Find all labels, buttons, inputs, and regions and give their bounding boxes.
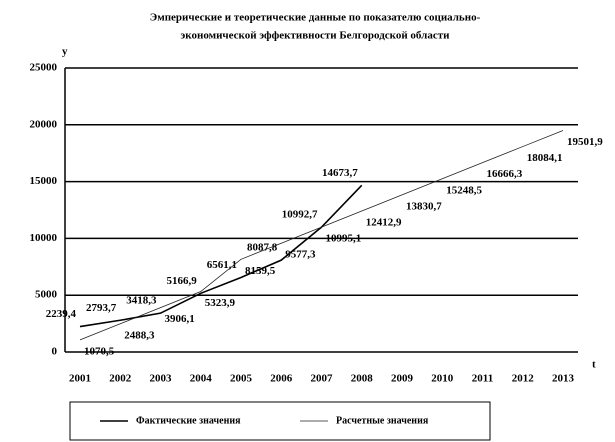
- x-tick-label: 2007: [311, 373, 334, 385]
- x-tick-label: 2006: [270, 373, 293, 385]
- x-tick-label: 2011: [472, 373, 493, 385]
- x-tick-label: 2012: [512, 373, 535, 385]
- y-tick-label: 10000: [30, 232, 58, 244]
- series-line: [79, 184, 363, 328]
- data-label: 15248,5: [446, 184, 482, 196]
- chart-title-continuation: экономической эффективности Белгородской…: [181, 30, 451, 42]
- x-axis-label: t: [592, 359, 596, 371]
- y-axis-label: у: [62, 46, 68, 58]
- x-tick-label: 2009: [391, 373, 414, 385]
- y-tick-label: 25000: [30, 62, 58, 74]
- data-label: 2793,7: [86, 302, 117, 314]
- data-label: 5323,9: [205, 297, 236, 309]
- data-label: 12412,9: [366, 217, 402, 229]
- y-tick-label: 20000: [30, 118, 58, 130]
- x-tick-label: 2004: [190, 373, 213, 385]
- x-tick-label: 2005: [230, 373, 253, 385]
- data-label: 8159,5: [245, 265, 276, 277]
- data-label: 16666,3: [487, 168, 523, 180]
- data-label: 1070,5: [84, 345, 115, 357]
- x-tick-label: 2003: [150, 373, 173, 385]
- legend-label: Расчетные значения: [336, 415, 429, 426]
- chart-title: Эмперические и теоретические данные по п…: [150, 12, 481, 24]
- data-label: 2488,3: [124, 329, 155, 341]
- data-label: 6561,1: [207, 259, 237, 271]
- x-tick-label: 2008: [351, 373, 374, 385]
- data-label: 10995,1: [326, 233, 362, 245]
- series-line: [79, 130, 564, 341]
- data-label: 8087,8: [247, 242, 278, 254]
- data-label: 10992,7: [282, 209, 318, 221]
- data-label: 3906,1: [165, 313, 195, 325]
- x-tick-label: 2002: [109, 373, 132, 385]
- data-label: 9577,3: [285, 249, 316, 261]
- data-label: 14673,7: [322, 167, 358, 179]
- y-tick-label: 15000: [30, 175, 58, 187]
- y-tick-label: 5000: [35, 289, 58, 301]
- data-label: 19501,9: [567, 136, 603, 148]
- data-label: 3418,3: [126, 295, 157, 307]
- x-tick-label: 2001: [69, 373, 91, 385]
- data-label: 18084,1: [527, 152, 563, 164]
- data-label: 13830,7: [406, 200, 442, 212]
- x-tick-label: 2010: [431, 373, 454, 385]
- y-tick-label: 0: [52, 346, 58, 358]
- legend-label: Фактические значения: [136, 415, 241, 426]
- data-label: 5166,9: [167, 275, 198, 287]
- data-label: 2239,4: [46, 308, 77, 320]
- legend-box: [69, 401, 491, 441]
- x-tick-label: 2013: [552, 373, 575, 385]
